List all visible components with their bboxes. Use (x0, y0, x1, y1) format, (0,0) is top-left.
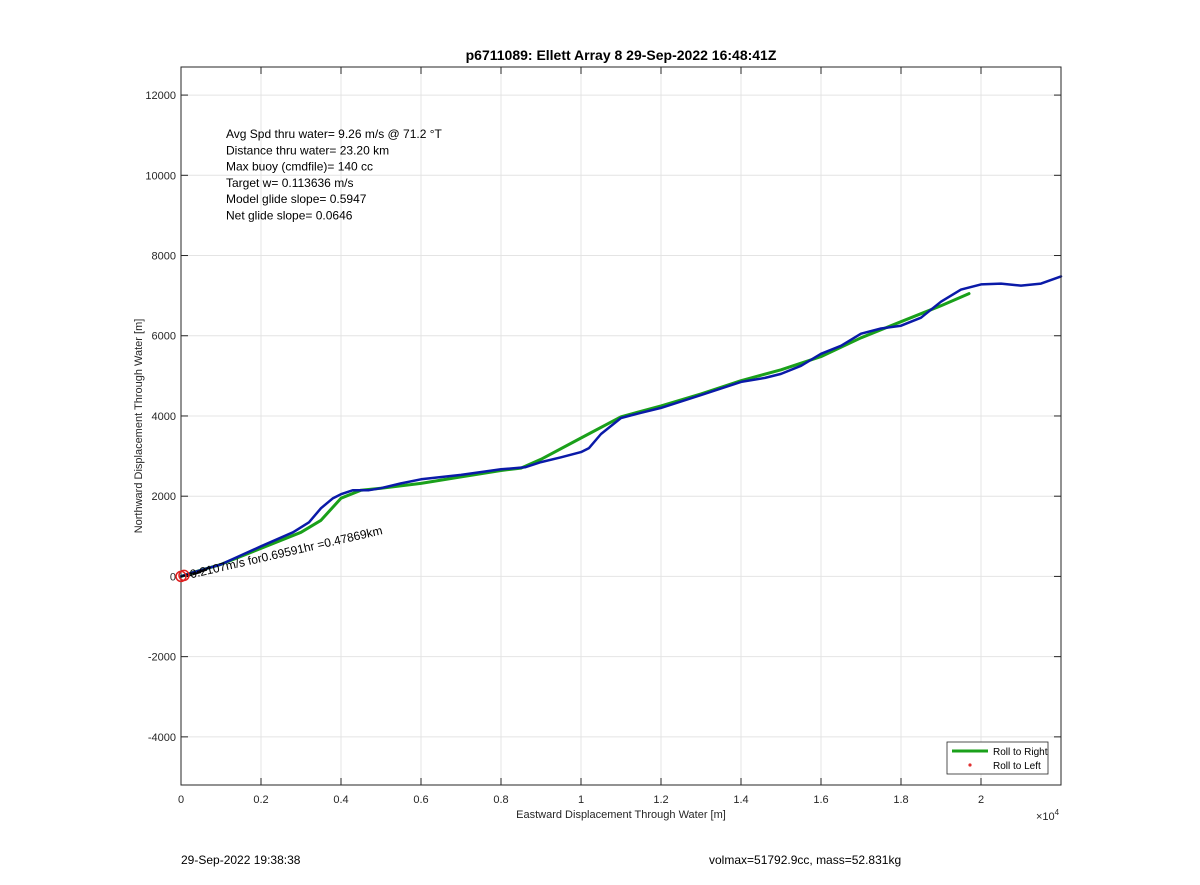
current-arrow (180, 571, 196, 577)
legend-label-roll-right: Roll to Right (993, 747, 1048, 758)
grid (180, 67, 1061, 785)
footer-stats: volmax=51792.9cc, mass=52.831kg (709, 853, 902, 867)
current-arrow (192, 569, 208, 575)
x-tick-label: 1.8 (893, 794, 908, 806)
series-layer (179, 275, 1063, 578)
y-tick-label: -2000 (148, 652, 176, 664)
stats-annotation: Avg Spd thru water= 9.26 m/s @ 71.2 °T Di… (226, 127, 443, 223)
x-tick-label: 1.6 (813, 794, 828, 806)
legend-dot-roll-left (968, 763, 972, 767)
x-tick-label: 0.4 (333, 794, 348, 806)
y-tick-label: 12000 (145, 90, 176, 102)
legend-box (946, 741, 1049, 775)
series-line-2 (179, 275, 1063, 578)
stats-line: Avg Spd thru water= 9.26 m/s @ 71.2 °T (226, 127, 443, 141)
plot-area (181, 67, 1061, 785)
stats-line: Net glide slope= 0.0646 (226, 209, 353, 223)
tick-layer: 0 0.2 0.4 0.6 0.8 1 1.2 1.4 1.6 1.8 2 -4000 -2000 0 20… (145, 67, 1061, 806)
x-tick-label: 0 (178, 794, 184, 806)
x-tick-label: 0.8 (493, 794, 508, 806)
y-tick-label: 10000 (145, 170, 176, 182)
current-arrow (196, 567, 212, 573)
y-axis-label: Northward Displacement Through Water [m] (133, 319, 145, 534)
stats-line: Target w= 0.113636 m/s (226, 176, 354, 190)
legend-label-roll-left: Roll to Left (993, 761, 1041, 772)
start-circle (178, 569, 190, 582)
stats-line: Model glide slope= 0.5947 (226, 192, 367, 206)
y-tick-label: 2000 (152, 491, 176, 503)
footer-timestamp: 29-Sep-2022 19:38:38 (181, 853, 301, 867)
legend: Roll to Right Roll to Left (946, 741, 1049, 775)
x-tick-label: 1.2 (653, 794, 668, 806)
y-tick-label: 8000 (152, 251, 176, 263)
x-tick-label: 0.2 (253, 794, 268, 806)
x-tick-label: 1 (578, 794, 584, 806)
plot-box (180, 66, 1062, 786)
x-tick-label: 1.4 (733, 794, 748, 806)
x-tick-label: 2 (978, 794, 984, 806)
y-tick-label: 0 (170, 571, 176, 583)
start-marker (175, 567, 212, 583)
y-tick-label: -4000 (148, 732, 176, 744)
stats-line: Max buoy (cmdfile)= 140 cc (226, 160, 373, 174)
stats-line: Distance thru water= 23.20 km (226, 143, 389, 157)
x-tick-label: 0.6 (413, 794, 428, 806)
chart-title: p6711089: Ellett Array 8 29-Sep-2022 16:… (466, 47, 777, 63)
y-tick-label: 4000 (152, 411, 176, 423)
x-axis-label: Eastward Displacement Through Water [m] (516, 809, 726, 821)
y-tick-label: 6000 (152, 331, 176, 343)
x-exponent: ×104 (1036, 808, 1060, 823)
